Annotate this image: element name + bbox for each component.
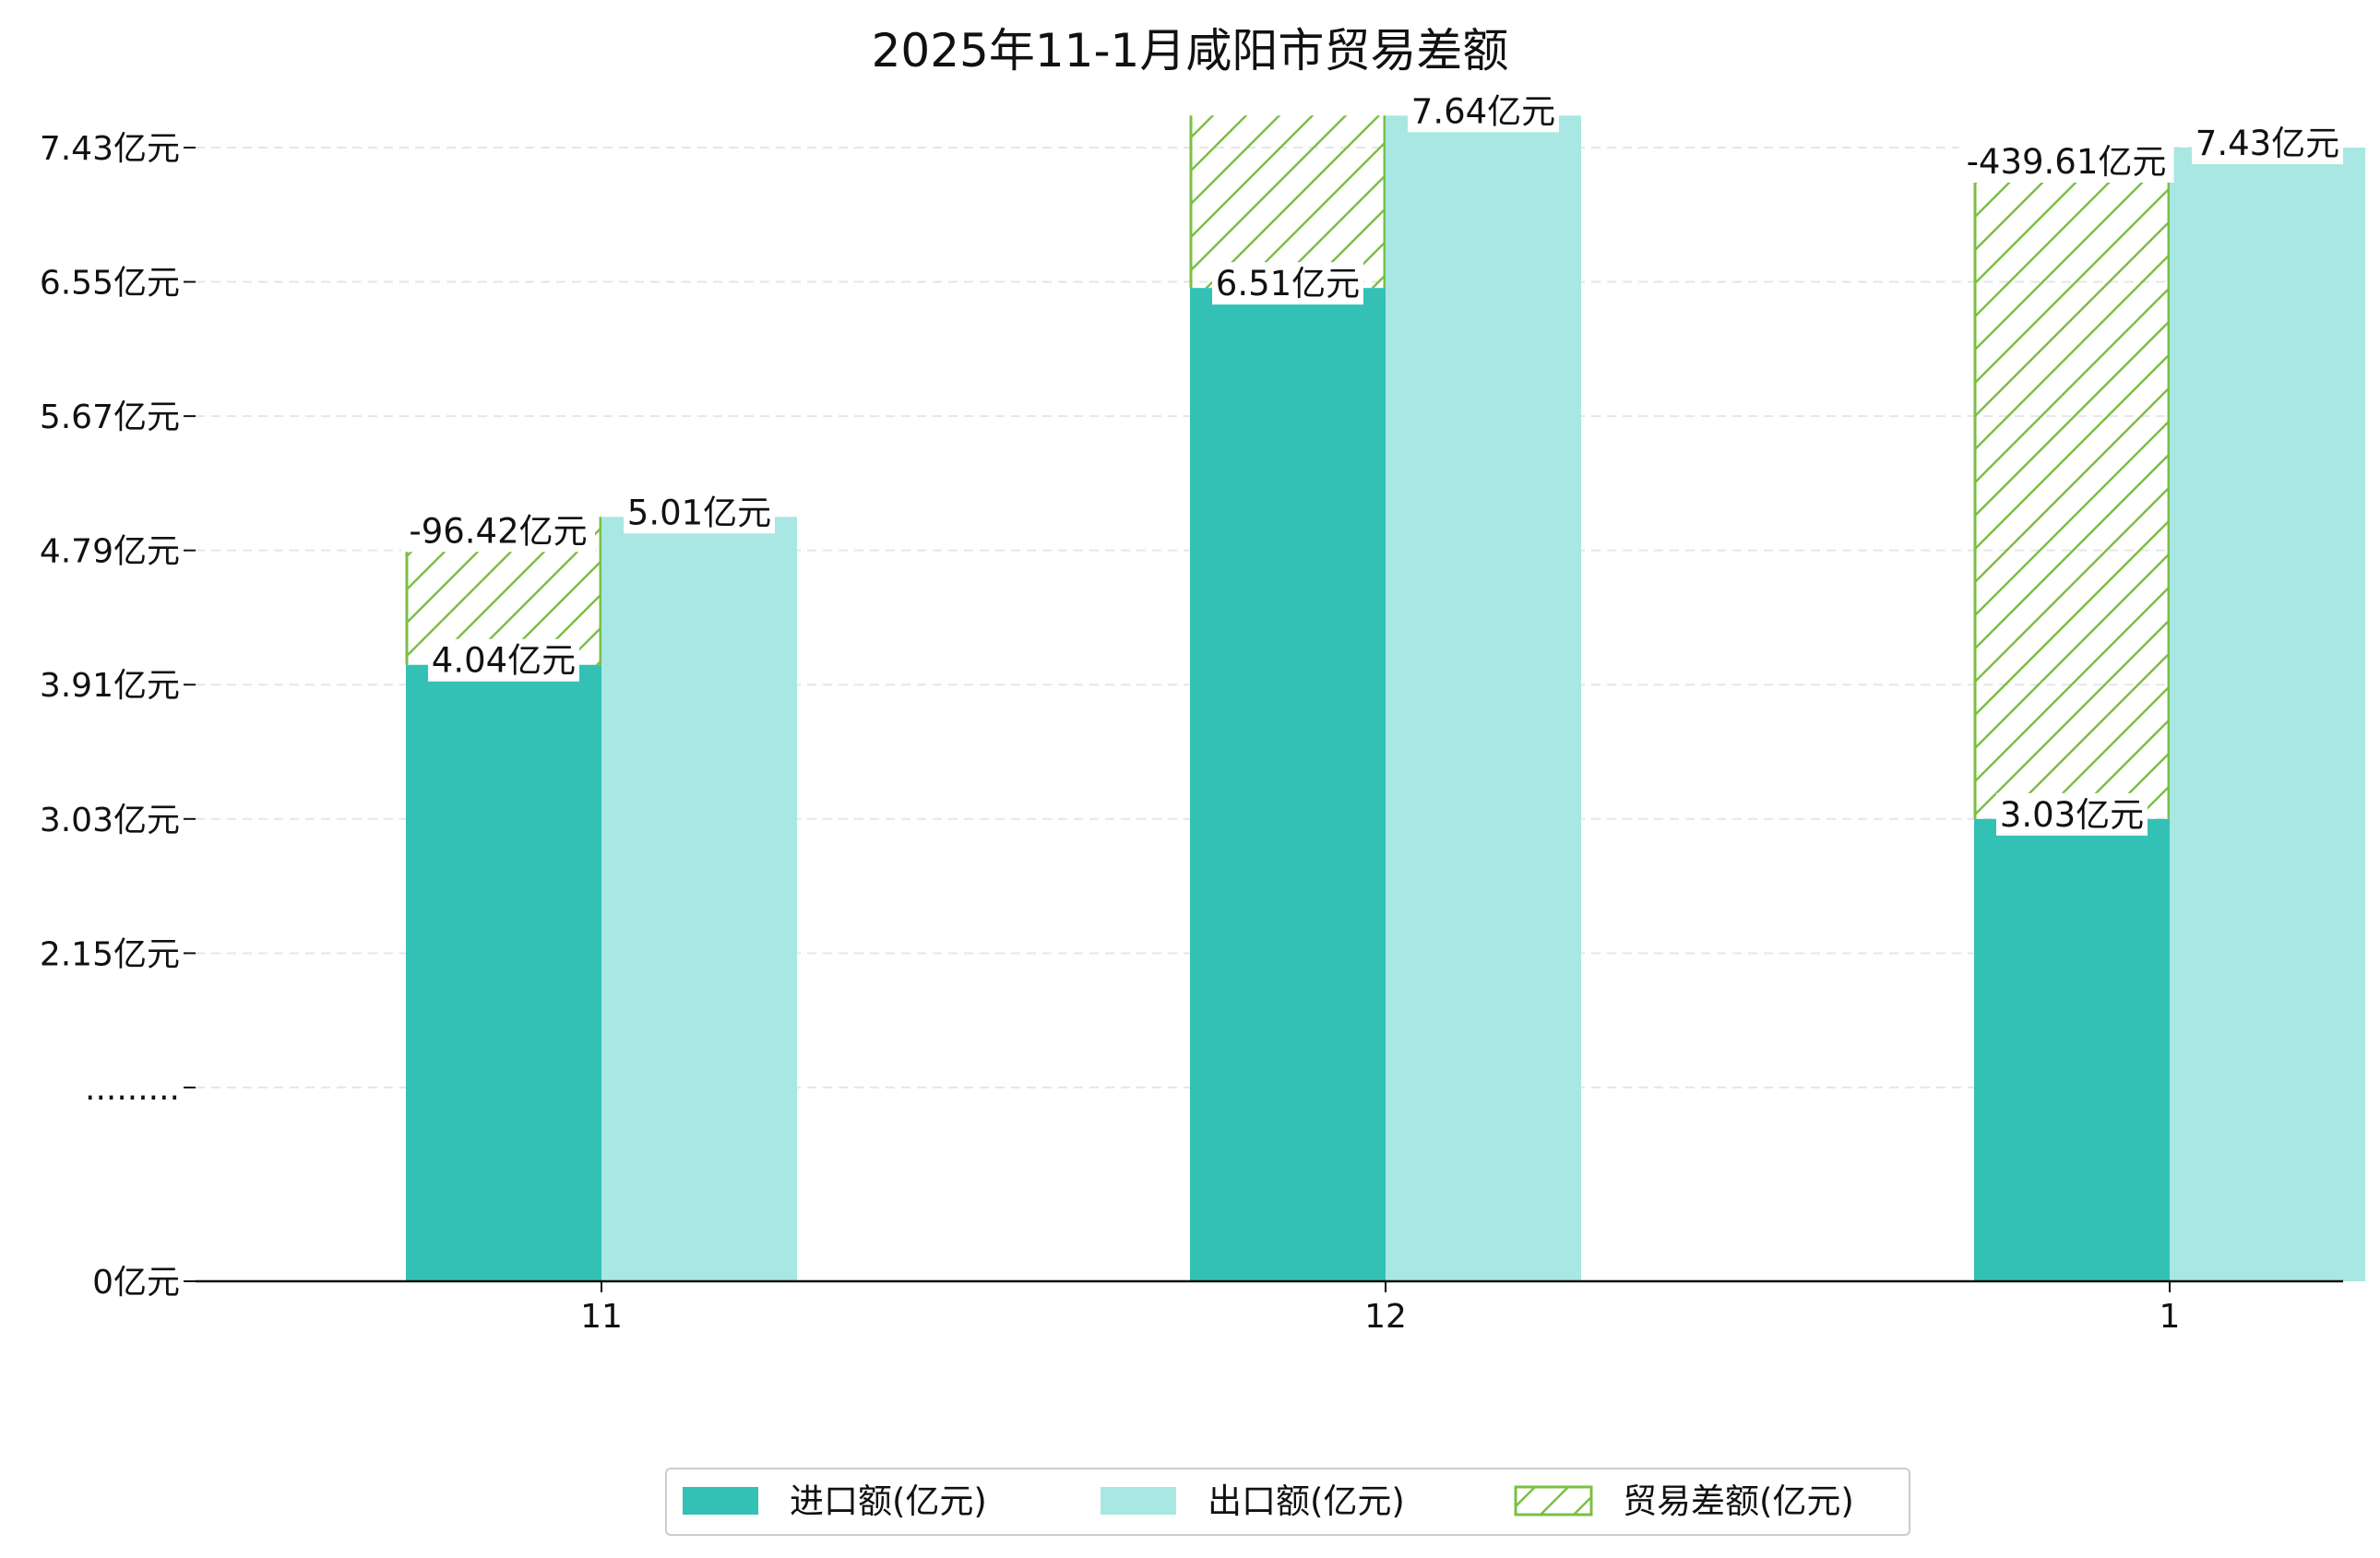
import-bar <box>1974 818 2170 1281</box>
import-value-label: 6.51亿元 <box>1216 264 1360 303</box>
import-bar <box>1190 288 1386 1281</box>
balance-value-label: -96.42亿元 <box>409 511 587 551</box>
data-labels: 4.04亿元 5.01亿元 -96.42亿元 6.51亿元 7.64亿元 3.03亿元 7.… <box>401 89 2343 836</box>
y-tick-label: 2.15亿元 <box>40 935 180 973</box>
y-tick-label: 4.79亿元 <box>40 533 180 571</box>
balance-value-label: -439.61亿元 <box>1967 142 2167 182</box>
export-value-label: 7.43亿元 <box>2196 124 2339 163</box>
y-tick-label: 3.03亿元 <box>40 802 180 839</box>
balance-hatch-bar <box>1190 115 1386 289</box>
export-bar <box>2170 148 2365 1281</box>
balance-hatch-bar <box>1974 148 2170 819</box>
legend-balance-label: 贸易差额(亿元) <box>1623 1481 1854 1521</box>
y-tick-label: 6.55亿元 <box>40 265 180 303</box>
export-bar <box>1386 115 1581 1281</box>
export-value-label-bg <box>2192 122 2343 164</box>
export-value-label-bg <box>624 491 775 534</box>
x-tick-label: 11 <box>580 1298 623 1336</box>
x-tick-label: 1 <box>2160 1298 2181 1336</box>
legend: 进口额(亿元) 出口额(亿元) 贸易差额(亿元) <box>665 1468 1910 1536</box>
axes: 0亿元......... 2.15亿元 3.03亿元 3.91亿元 4.79亿元 5.67… <box>40 130 2343 1336</box>
legend-balance-swatch <box>1514 1485 1593 1516</box>
bars <box>405 115 2365 1281</box>
x-tick-label: 12 <box>1364 1298 1407 1336</box>
export-value-label: 5.01亿元 <box>627 493 771 532</box>
import-value-label-bg <box>1212 262 1363 305</box>
export-bar <box>601 517 797 1281</box>
legend-export-label: 出口额(亿元) <box>1208 1481 1405 1521</box>
legend-box <box>665 1468 1910 1536</box>
y-tick-label: ......... <box>85 1070 180 1108</box>
balance-value-label-bg <box>1958 140 2174 183</box>
y-tick-label: 7.43亿元 <box>40 130 180 168</box>
export-value-label-bg <box>1408 89 1559 133</box>
legend-export-swatch <box>1101 1487 1176 1515</box>
chart-title: 2025年11-1月咸阳市贸易差额 <box>872 24 1509 77</box>
y-tick-label: 5.67亿元 <box>40 398 180 436</box>
export-value-label: 7.64亿元 <box>1411 91 1555 131</box>
import-value-label: 3.03亿元 <box>2000 795 2144 835</box>
import-value-label-bg <box>428 638 579 682</box>
legend-import-swatch <box>683 1487 758 1515</box>
y-tick-label: 3.91亿元 <box>40 667 180 705</box>
balance-value-label-bg <box>401 509 595 553</box>
legend-import-label: 进口额(亿元) <box>790 1481 987 1521</box>
import-value-label: 4.04亿元 <box>432 641 576 681</box>
import-value-label-bg <box>1996 792 2148 836</box>
y-tick-label: 0亿元 <box>92 1264 180 1302</box>
import-bar <box>406 664 601 1281</box>
